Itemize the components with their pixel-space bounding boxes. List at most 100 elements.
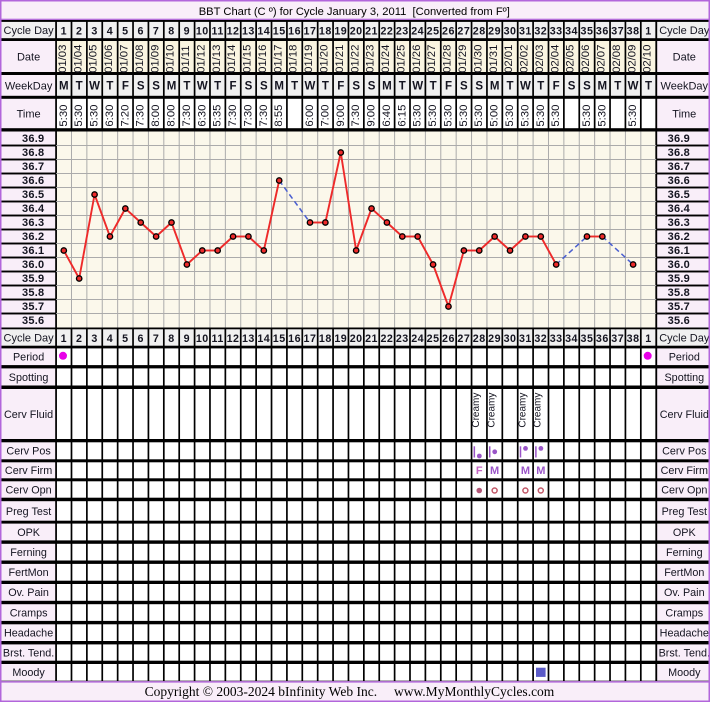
svg-text:7:30: 7:30 [258, 105, 270, 127]
svg-text:Copyright © 2003-2024 bInfinit: Copyright © 2003-2024 bInfinity Web Inc.… [145, 684, 555, 699]
svg-text:35.8: 35.8 [22, 287, 44, 299]
svg-text:12: 12 [227, 25, 240, 37]
svg-text:36.1: 36.1 [668, 245, 690, 257]
svg-text:7: 7 [153, 333, 159, 345]
svg-text:S: S [245, 81, 253, 93]
svg-text:6:30: 6:30 [104, 105, 116, 127]
svg-text:M: M [274, 81, 284, 93]
svg-text:5:30: 5:30 [627, 105, 639, 127]
svg-text:F: F [337, 81, 344, 93]
svg-text:29: 29 [488, 25, 501, 37]
svg-text:W: W [305, 81, 316, 93]
svg-text:T: T [291, 81, 298, 93]
svg-text:28: 28 [473, 333, 486, 345]
svg-text:Date: Date [673, 52, 696, 64]
svg-text:15: 15 [273, 333, 286, 345]
svg-text:36.6: 36.6 [22, 175, 44, 187]
svg-text:12: 12 [227, 333, 240, 345]
svg-text:M: M [536, 465, 545, 477]
svg-text:Preg Test: Preg Test [662, 506, 707, 518]
svg-text:25: 25 [427, 333, 440, 345]
svg-text:Ferning: Ferning [10, 547, 47, 559]
svg-text:Period: Period [13, 352, 44, 364]
svg-text:M: M [598, 81, 608, 93]
svg-text:02/03: 02/03 [534, 45, 546, 73]
svg-text:36.9: 36.9 [668, 133, 690, 145]
svg-text:Creamy: Creamy [517, 393, 528, 428]
svg-text:5:30: 5:30 [89, 105, 101, 127]
svg-text:32: 32 [534, 333, 547, 345]
svg-text:7:00: 7:00 [319, 105, 331, 127]
svg-text:26: 26 [442, 25, 455, 37]
svg-text:T: T [183, 81, 190, 93]
svg-text:5:30: 5:30 [581, 105, 593, 127]
svg-text:5:30: 5:30 [473, 105, 485, 127]
svg-text:36.8: 36.8 [22, 147, 44, 159]
svg-text:38: 38 [627, 333, 640, 345]
svg-text:5:30: 5:30 [442, 105, 454, 127]
svg-text:2: 2 [76, 333, 82, 345]
svg-text:7:20: 7:20 [119, 105, 131, 127]
svg-text:Spotting: Spotting [9, 372, 49, 384]
svg-text:T: T [614, 81, 621, 93]
svg-text:8:00: 8:00 [150, 105, 162, 127]
svg-text:01/29: 01/29 [457, 45, 469, 73]
svg-text:Creamy: Creamy [533, 393, 544, 428]
svg-text:Cerv Firm: Cerv Firm [661, 465, 708, 477]
svg-text:36.2: 36.2 [668, 231, 690, 243]
svg-text:Date: Date [17, 52, 40, 64]
svg-text:5:30: 5:30 [458, 105, 470, 127]
svg-text:35: 35 [581, 25, 594, 37]
svg-text:5:35: 5:35 [212, 105, 224, 127]
svg-text:28: 28 [473, 25, 486, 37]
svg-text:25: 25 [427, 25, 440, 37]
svg-text:36: 36 [596, 25, 609, 37]
svg-text:36.1: 36.1 [22, 245, 44, 257]
svg-text:36.5: 36.5 [668, 189, 690, 201]
svg-text:6:30: 6:30 [196, 105, 208, 127]
svg-text:01/28: 01/28 [442, 45, 454, 73]
svg-text:23: 23 [396, 25, 409, 37]
svg-text:3: 3 [91, 25, 97, 37]
svg-text:F: F [230, 81, 237, 93]
svg-text:F: F [553, 81, 560, 93]
svg-text:16: 16 [288, 333, 301, 345]
svg-text:S: S [368, 81, 376, 93]
svg-text:6:15: 6:15 [396, 105, 408, 127]
svg-text:Ov. Pain: Ov. Pain [664, 587, 705, 599]
svg-text:02/04: 02/04 [549, 45, 561, 73]
svg-text:T: T [214, 81, 221, 93]
svg-text:5: 5 [122, 333, 128, 345]
svg-text:30: 30 [504, 333, 517, 345]
svg-text:S: S [460, 81, 468, 93]
svg-text:Ov. Pain: Ov. Pain [8, 587, 49, 599]
svg-text:7: 7 [153, 25, 159, 37]
svg-text:Brst. Tend.: Brst. Tend. [3, 647, 54, 659]
svg-text:1: 1 [61, 333, 67, 345]
svg-text:5:30: 5:30 [519, 105, 531, 127]
svg-text:35.6: 35.6 [22, 315, 44, 327]
svg-text:01/24: 01/24 [380, 45, 392, 73]
svg-text:37: 37 [611, 333, 624, 345]
svg-text:T: T [430, 81, 437, 93]
svg-text:38: 38 [627, 25, 640, 37]
svg-text:T: T [399, 81, 406, 93]
svg-text:W: W [520, 81, 531, 93]
svg-text:Time: Time [672, 109, 696, 121]
svg-text:35: 35 [581, 333, 594, 345]
svg-text:5:30: 5:30 [412, 105, 424, 127]
svg-text:S: S [260, 81, 268, 93]
svg-text:02/02: 02/02 [519, 45, 531, 73]
svg-text:FertMon: FertMon [664, 567, 704, 579]
svg-text:17: 17 [304, 333, 317, 345]
svg-text:01/14: 01/14 [226, 45, 238, 73]
svg-text:Preg Test: Preg Test [6, 506, 51, 518]
svg-text:13: 13 [242, 333, 255, 345]
svg-text:T: T [76, 81, 83, 93]
svg-text:36.9: 36.9 [22, 133, 44, 145]
svg-text:Cerv Opn: Cerv Opn [5, 484, 51, 496]
svg-text:34: 34 [565, 25, 578, 37]
svg-text:WeekDay: WeekDay [5, 80, 53, 92]
svg-text:Creamy: Creamy [471, 393, 482, 428]
svg-text:5: 5 [122, 25, 128, 37]
